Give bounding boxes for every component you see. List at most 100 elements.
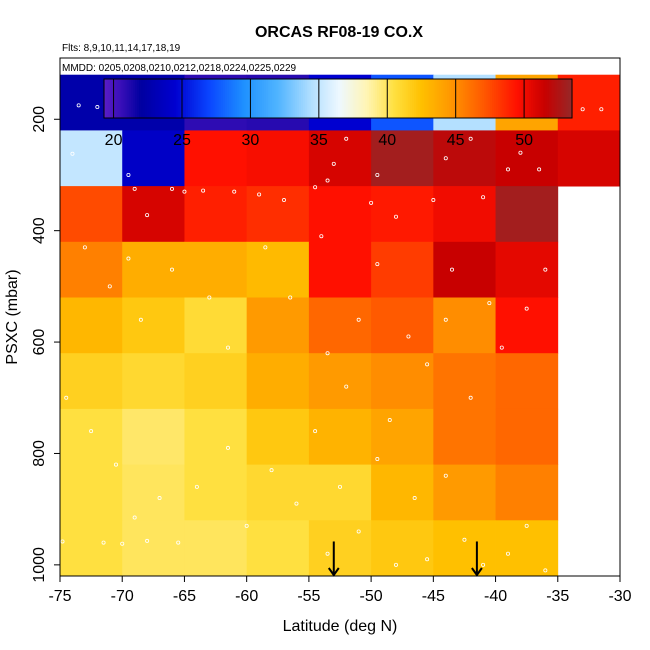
colorbar-swatch <box>105 79 109 118</box>
colorbar-swatch <box>199 79 203 118</box>
colorbar-swatch <box>384 79 388 118</box>
flight-track-point <box>244 523 249 528</box>
colorbar-swatch <box>369 79 372 118</box>
heatmap-cell <box>433 186 496 243</box>
colorbar-swatch <box>291 79 294 118</box>
flight-track-point <box>95 105 100 110</box>
colorbar-swatch <box>443 79 446 118</box>
flight-track-point <box>107 284 112 289</box>
colorbar-swatch <box>234 79 238 118</box>
colorbar-swatch <box>513 79 517 118</box>
flight-track-point <box>145 213 150 218</box>
colorbar-tick-label: 25 <box>173 132 191 149</box>
colorbar-swatch <box>536 79 540 118</box>
flight-track-point <box>543 568 548 573</box>
heatmap-cell <box>308 520 372 577</box>
heatmap-cell <box>60 297 123 354</box>
heatmap-cell <box>308 353 372 410</box>
colorbar-swatch <box>341 79 345 118</box>
heatmap-cell <box>122 186 185 243</box>
colorbar-swatch <box>466 79 470 118</box>
colorbar-swatch <box>314 79 318 118</box>
flight-track-point <box>263 245 268 250</box>
flight-track-point <box>443 317 448 322</box>
colorbar-swatch <box>402 79 405 118</box>
heatmap-cell <box>371 353 434 410</box>
colorbar-swatch <box>363 79 366 118</box>
colorbar-swatch <box>441 79 444 118</box>
flight-track-point <box>425 557 430 562</box>
heatmap-cell <box>308 297 372 354</box>
colorbar-swatch <box>531 79 534 118</box>
colorbar-swatch <box>439 79 442 118</box>
heatmap-cell <box>495 464 559 521</box>
colorbar-swatch <box>330 79 333 118</box>
colorbar-swatch <box>534 79 538 118</box>
colorbar-swatch <box>386 79 390 118</box>
heatmap-cell <box>246 130 310 187</box>
flight-track-point <box>201 188 206 193</box>
colorbar-swatch <box>425 79 429 118</box>
colorbar-swatch <box>490 79 493 118</box>
flight-track-point <box>344 136 349 141</box>
flight-track-point <box>393 214 398 219</box>
colorbar-swatch <box>221 79 224 118</box>
heatmap-cell <box>122 408 185 466</box>
colorbar-swatch <box>318 79 322 118</box>
colorbar-swatch <box>373 79 376 118</box>
colorbar-swatch <box>297 79 300 118</box>
heatmap-cell <box>433 408 496 466</box>
colorbar-swatch <box>382 79 386 118</box>
heatmap-cell <box>184 408 248 466</box>
colorbar-swatch <box>107 79 111 118</box>
heatmap-cell <box>495 241 559 298</box>
heatmap-cell <box>60 520 123 577</box>
flight-track-point <box>288 295 293 300</box>
flight-track-point <box>294 501 299 506</box>
colorbar-swatch <box>470 79 474 118</box>
x-axis-label: Latitude (deg N) <box>283 618 398 635</box>
flight-track-point <box>126 172 131 177</box>
colorbar-swatch <box>232 79 236 118</box>
colorbar-swatch <box>213 79 216 118</box>
heatmap-cell <box>60 186 123 243</box>
y-tick-label: 600 <box>31 329 48 356</box>
heatmap-cell <box>184 130 248 187</box>
colorbar-swatch <box>156 79 160 118</box>
colorbar-swatch <box>224 79 228 118</box>
colorbar-swatch <box>400 79 403 118</box>
colorbar-swatch <box>203 79 206 118</box>
colorbar-swatch <box>322 79 325 118</box>
flight-track-point <box>375 172 380 177</box>
colorbar-swatch <box>162 79 166 118</box>
flight-track-point <box>431 198 436 203</box>
colorbar-swatch <box>564 79 567 118</box>
flight-track-point <box>412 496 417 501</box>
heatmap-cell <box>557 130 621 187</box>
arrow-markers <box>327 541 483 577</box>
colorbar-swatch <box>494 79 497 118</box>
colorbar-swatch <box>131 79 134 118</box>
colorbar-swatch <box>226 79 230 118</box>
heatmap-cell <box>246 297 310 354</box>
colorbar-swatch <box>408 79 411 118</box>
flight-track-point <box>375 262 380 267</box>
colorbar-swatch <box>377 79 380 118</box>
colorbar-swatch <box>144 79 148 118</box>
colorbar-swatch <box>355 79 359 118</box>
heatmap-cell <box>122 464 185 521</box>
colorbar-tick-label: 40 <box>378 132 396 149</box>
heatmap-cell <box>308 186 372 243</box>
colorbar-swatch <box>111 79 115 118</box>
y-axis: 200 400 600 800 1000 <box>31 106 60 583</box>
flight-track-point <box>524 523 529 528</box>
flight-track-point <box>356 317 361 322</box>
flight-track-point <box>281 198 286 203</box>
colorbar-swatch <box>339 79 343 118</box>
flight-track-point <box>257 192 262 197</box>
colorbar-swatch <box>419 79 423 118</box>
colorbar-swatch <box>300 79 304 118</box>
colorbar-swatch <box>353 79 357 118</box>
colorbar-swatch <box>209 79 212 118</box>
colorbar: 20 25 30 35 40 45 50 <box>103 78 573 149</box>
